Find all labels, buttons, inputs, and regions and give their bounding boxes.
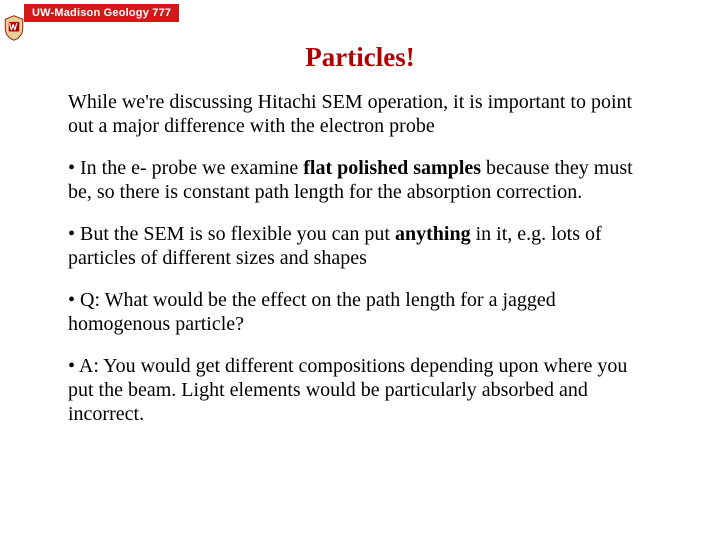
bullet-1-pre: • In the e- probe we examine xyxy=(68,157,303,179)
bullet-2-pre: • But the SEM is so flexible you can put xyxy=(68,223,395,245)
intro-paragraph: While we're discussing Hitachi SEM opera… xyxy=(68,90,638,138)
bullet-1-bold: flat polished samples xyxy=(303,157,481,179)
bullet-1: • In the e- probe we examine flat polish… xyxy=(68,156,638,204)
slide-body: While we're discussing Hitachi SEM opera… xyxy=(68,90,638,444)
bullet-2: • But the SEM is so flexible you can put… xyxy=(68,222,638,270)
bullet-3: • Q: What would be the effect on the pat… xyxy=(68,288,638,336)
slide-title: Particles! xyxy=(0,42,720,73)
course-header: UW-Madison Geology 777 xyxy=(24,4,179,22)
uw-crest-icon xyxy=(0,14,28,42)
course-label: UW-Madison Geology 777 xyxy=(32,7,171,19)
bullet-4: • A: You would get different composition… xyxy=(68,354,638,426)
bullet-2-bold: anything xyxy=(395,223,471,245)
